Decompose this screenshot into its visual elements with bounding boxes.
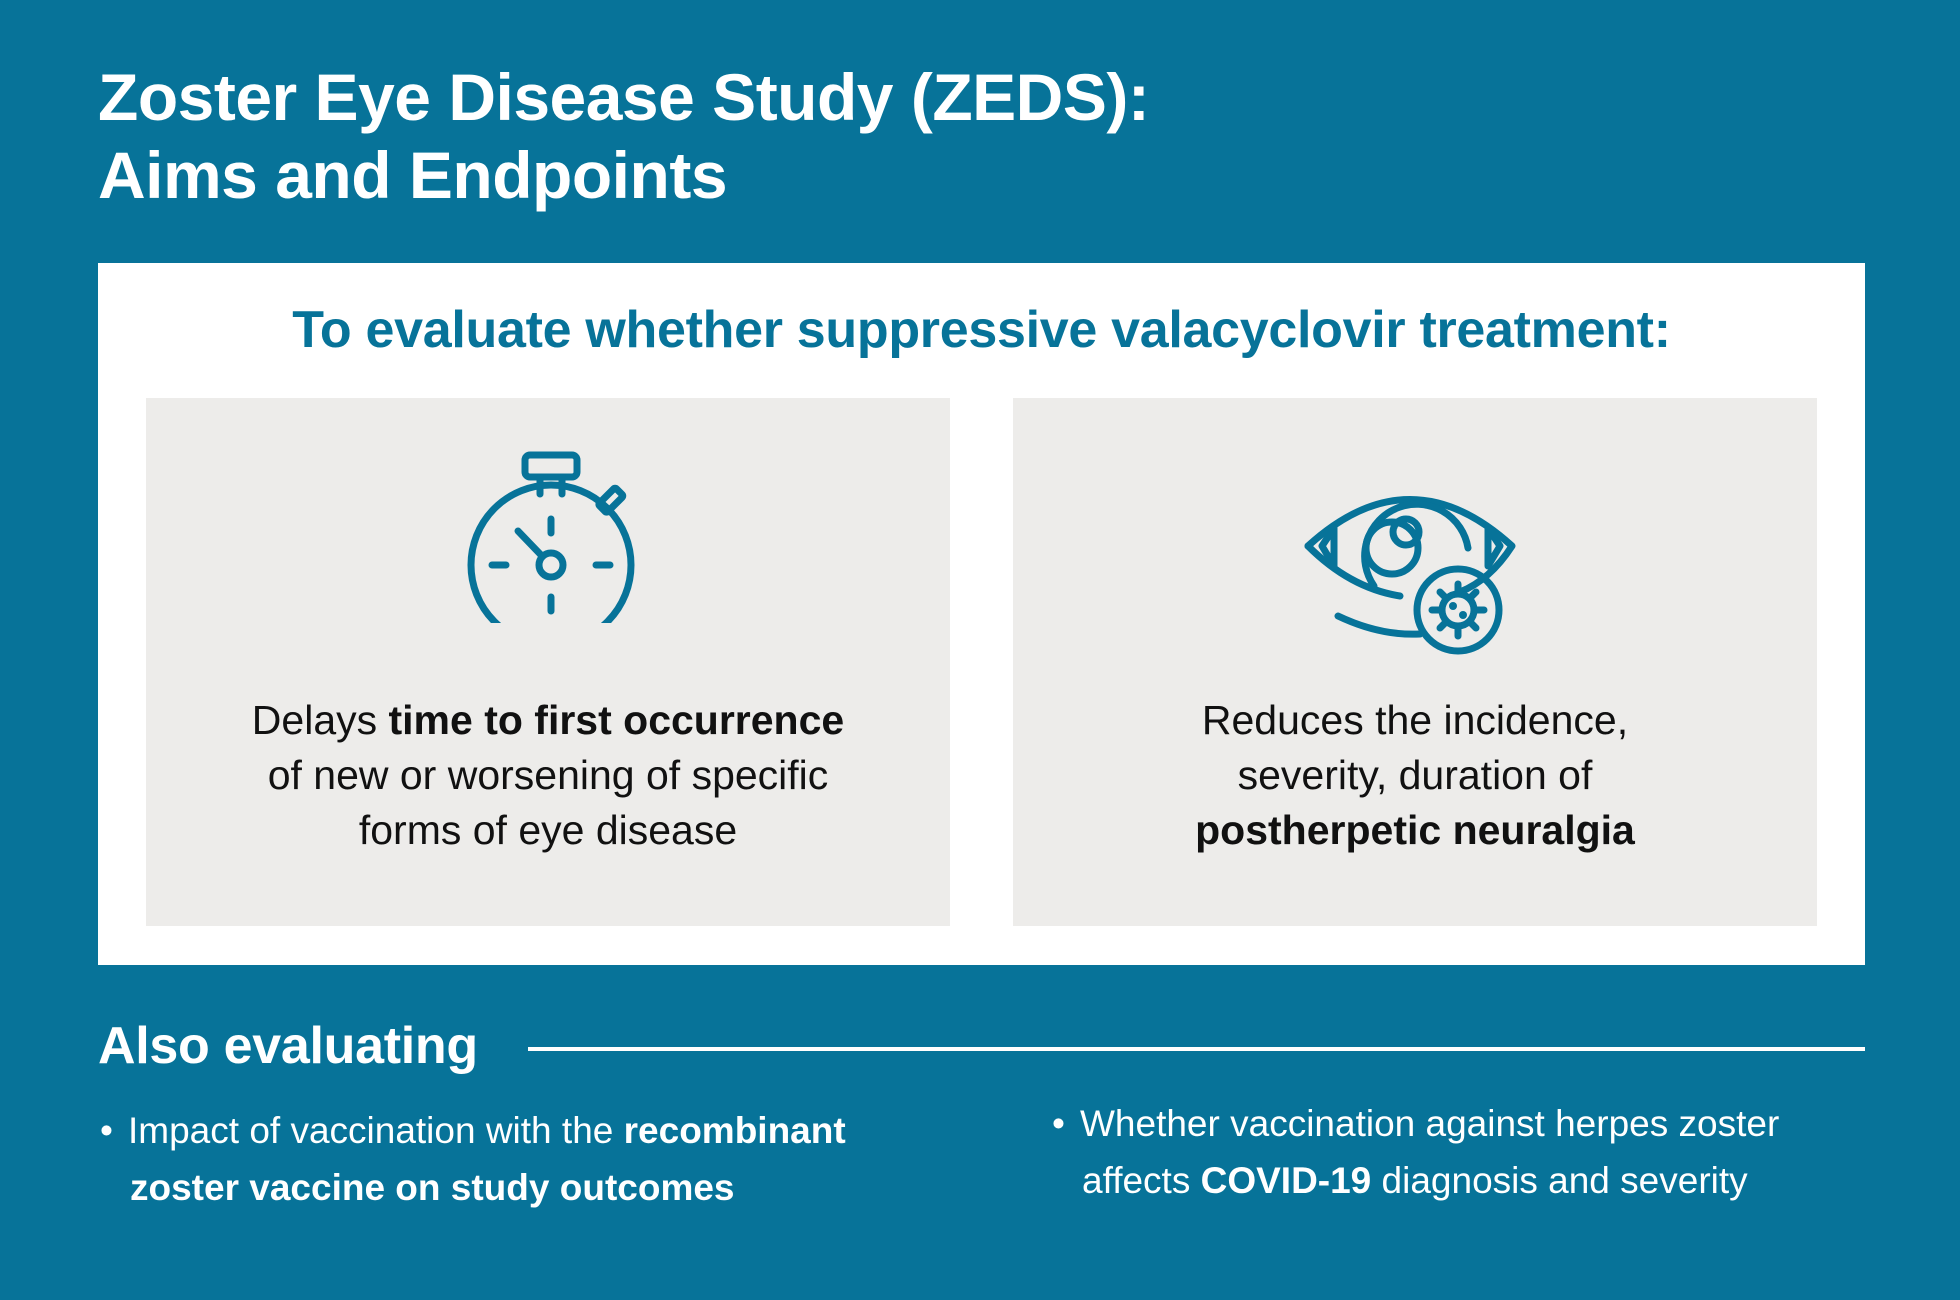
title-line-2: Aims and Endpoints <box>98 138 728 212</box>
aims-card: To evaluate whether suppressive valacycl… <box>98 263 1865 965</box>
aim-panel-postherpetic-neuralgia: Reduces the incidence, severity, duratio… <box>1013 398 1817 926</box>
aims-heading: To evaluate whether suppressive valacycl… <box>292 301 1671 359</box>
aim-panel-time-to-occurrence: Delays time to first occurrence of new o… <box>146 398 950 926</box>
page-title: Zoster Eye Disease Study (ZEDS): Aims an… <box>98 58 1150 214</box>
section-divider <box>528 1047 1865 1051</box>
bullet-dot: • <box>100 1110 113 1151</box>
aim-text-postherpetic-neuralgia: Reduces the incidence, severity, duratio… <box>1195 697 1635 853</box>
bullet-covid-19: • Whether vaccination against herpes zost… <box>1052 1095 1872 1209</box>
also-evaluating-heading: Also evaluating <box>98 1017 478 1075</box>
bullet-recombinant-vaccine: • Impact of vaccination with the recombin… <box>100 1102 980 1216</box>
stopwatch-icon <box>467 451 635 623</box>
bullet-dot: • <box>1052 1103 1065 1144</box>
title-line-1: Zoster Eye Disease Study (ZEDS): <box>98 60 1150 134</box>
aim-text-time-to-occurrence: Delays time to first occurrence of new o… <box>251 697 845 853</box>
eye-virus-icon <box>1304 496 1516 655</box>
